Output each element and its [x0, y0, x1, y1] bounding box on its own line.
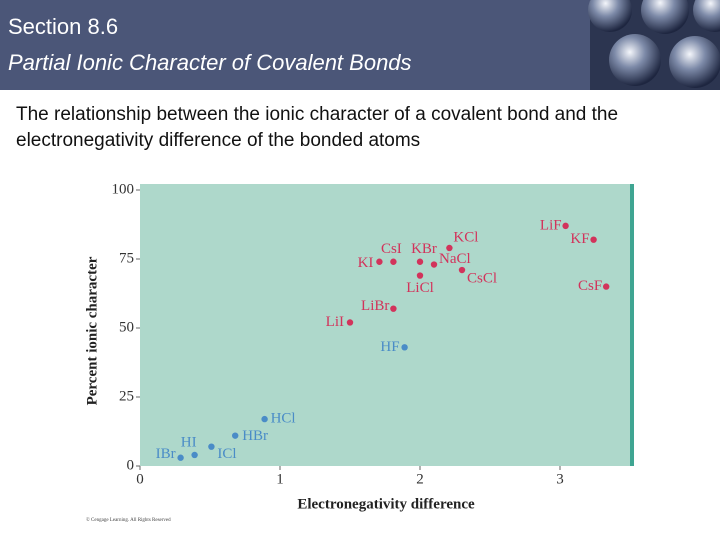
header: Section 8.6 Partial Ionic Character of C…: [0, 0, 720, 90]
point-label: LiBr: [361, 298, 389, 314]
x-tick-label: 2: [416, 471, 424, 487]
point-label: CsI: [381, 241, 402, 257]
plot-area: [140, 184, 630, 466]
point: [376, 258, 383, 265]
y-tick-label: 50: [119, 319, 134, 335]
point: [562, 222, 569, 230]
x-tick-label: 0: [136, 471, 144, 487]
point-label: KCl: [453, 229, 478, 245]
point-label: HBr: [242, 428, 268, 444]
point-label: KBr: [411, 241, 437, 257]
slide-subtitle: Partial Ionic Character of Covalent Bond…: [8, 50, 412, 75]
point-label: HI: [181, 434, 197, 450]
point-label: HCl: [271, 411, 296, 427]
point: [430, 261, 438, 268]
y-tick-label: 100: [112, 181, 135, 197]
footnote: © Cengage Learning. All Rights Reserved: [86, 517, 171, 523]
point: [458, 266, 466, 274]
point: [390, 258, 397, 265]
point-label: KI: [358, 255, 374, 271]
point: [208, 443, 215, 450]
y-tick-label: 75: [119, 250, 134, 266]
point-label: HF: [380, 339, 399, 355]
point-label: CsF: [578, 278, 602, 294]
y-tick-label: 25: [119, 388, 134, 404]
point-label: LiCl: [406, 280, 434, 296]
x-tick-label: 1: [276, 471, 284, 487]
point: [603, 283, 610, 290]
point: [590, 236, 597, 243]
y-axis-label: Percent ionic character: [84, 256, 100, 405]
x-axis-label: Electronegativity difference: [297, 496, 475, 512]
x-tick-label: 3: [556, 471, 564, 487]
plot-edge: [630, 184, 634, 466]
point: [191, 451, 198, 459]
point-label: NaCl: [439, 251, 471, 267]
y-tick-label: 0: [127, 457, 135, 473]
point: [401, 344, 408, 351]
point-label: CsCl: [467, 270, 497, 286]
point-label: LiF: [540, 217, 562, 233]
point-label: KF: [570, 231, 589, 247]
point-label: LiI: [326, 314, 344, 330]
point: [261, 415, 268, 423]
slide-title: Section 8.6: [8, 14, 119, 39]
point: [177, 454, 184, 461]
point: [416, 272, 424, 279]
decoration: [588, 0, 720, 90]
point: [416, 258, 424, 265]
body-text: The relationship between the ionic chara…: [16, 104, 619, 151]
point: [390, 305, 397, 312]
point: [232, 432, 239, 439]
point: [346, 319, 354, 326]
point: [446, 244, 453, 252]
point-label: IBr: [156, 446, 176, 462]
point-label: ICl: [217, 446, 236, 462]
